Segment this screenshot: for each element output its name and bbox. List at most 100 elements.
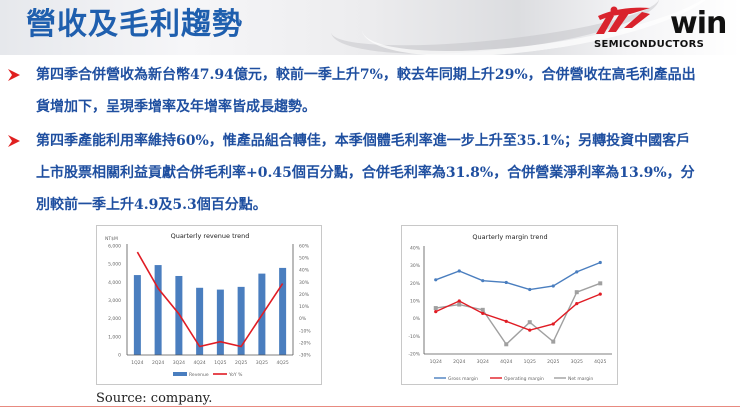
x-tick-label: 4Q24: [194, 360, 206, 366]
data-marker: [434, 310, 438, 314]
data-marker: [598, 281, 603, 286]
x-tick-label: 1Q24: [430, 359, 442, 365]
bullet-text-line: 第四季產能利用率維持60%，惟產品組合轉佳，本季個體毛利率進一步上升至35.1%…: [36, 133, 691, 149]
data-marker: [574, 290, 579, 295]
data-marker: [598, 292, 602, 296]
data-marker: [457, 302, 462, 307]
x-tick-label: 3Q24: [477, 359, 489, 365]
x-tick-label: 3Q25: [256, 360, 268, 366]
gross-margin-line: [435, 261, 601, 291]
data-marker: [504, 280, 508, 285]
x-tick-label: 2Q25: [235, 360, 247, 366]
y2-tick-label: 40%: [299, 268, 310, 274]
revenue-bar: [175, 275, 183, 355]
bullet-text-line: 第四季合併營收為新台幣47.94億元，較前一季上升7%，較去年同期上升29%，合…: [36, 67, 696, 83]
data-marker: [481, 311, 485, 315]
data-marker: [481, 279, 485, 283]
chart-title: Quarterly revenue trend: [171, 232, 250, 240]
y2-tick-label: -20%: [299, 340, 311, 346]
bullet-text-line: 貨增加下，呈現季增率及年增率皆成長趨勢。: [36, 99, 316, 115]
x-tick-label: 2Q24: [453, 359, 465, 365]
page-title: 營收及毛利趨勢: [26, 7, 243, 42]
data-marker: [504, 319, 508, 323]
data-marker: [433, 306, 438, 311]
y-tick-label: 6,000: [108, 244, 121, 250]
y-tick-label: 20%: [410, 281, 421, 287]
x-tick-label: 1Q24: [131, 360, 143, 366]
slide-header: 營收及毛利趨勢 win SEMICONDUCTORS: [0, 0, 740, 55]
y2-tick-label: 30%: [299, 280, 310, 286]
revenue-bar: [237, 286, 245, 355]
revenue-bar: [133, 275, 141, 355]
revenue-bar: [196, 287, 204, 355]
revenue-bar: [154, 265, 162, 355]
operating-margin-line: [435, 293, 601, 331]
y-tick-label: 0: [118, 353, 121, 359]
data-marker: [504, 342, 509, 347]
y-tick-label: 10%: [410, 299, 421, 305]
y-tick-label: -20%: [408, 352, 420, 358]
legend-revenue-label: Revenue: [189, 372, 209, 378]
data-marker: [528, 328, 532, 332]
data-marker: [551, 339, 556, 344]
data-marker: [551, 322, 555, 326]
legend-revenue-swatch: [173, 372, 187, 376]
y2-tick-label: -10%: [299, 328, 311, 334]
y2-tick-label: 10%: [299, 304, 310, 310]
data-marker: [434, 278, 438, 282]
logo-subtitle: SEMICONDUCTORS: [594, 39, 705, 50]
legend-label: Net margin: [568, 376, 593, 382]
bottom-divider: [0, 406, 740, 407]
x-tick-label: 4Q24: [500, 359, 512, 365]
chart-title: Quarterly margin trend: [472, 233, 547, 241]
y-axis-unit-label: NT$M: [105, 236, 118, 242]
y-tick-label: 30%: [410, 263, 421, 269]
x-tick-label: 4Q25: [277, 360, 289, 366]
data-marker: [598, 260, 602, 265]
y-tick-label: 5,000: [108, 262, 121, 268]
net-margin-line: [435, 282, 601, 346]
bullet-item: 第四季產能利用率維持60%，惟產品組合轉佳，本季個體毛利率進一步上升至35.1%…: [0, 128, 740, 218]
source-note: Source: company.: [96, 391, 213, 406]
margin-chart-canvas: Quarterly margin trend 40% 30% 20% 10% 0% -10%…: [408, 233, 612, 382]
y-tick-label: 2,000: [108, 316, 121, 322]
y2-tick-label: 0%: [299, 316, 307, 322]
runner-logo-icon: [596, 6, 650, 34]
arrowhead-bullet-icon: [8, 135, 20, 147]
y2-tick-label: -30%: [299, 353, 311, 359]
revenue-chart: Quarterly revenue trend NT$M 6,000 5,000 4,0…: [96, 225, 322, 385]
x-tick-label: 1Q25: [214, 360, 226, 366]
yoy-line: [136, 251, 284, 348]
y2-tick-label: 50%: [299, 256, 310, 262]
bullet-text-line: 別較前一季上升4.9及5.3個百分點。: [36, 197, 267, 213]
data-marker: [527, 320, 532, 325]
revenue-bar: [216, 289, 224, 355]
revenue-bar: [279, 267, 287, 355]
data-marker: [457, 269, 461, 273]
y-tick-label: 1,000: [108, 334, 121, 340]
bullet-item: 第四季合併營收為新台幣47.94億元，較前一季上升7%，較去年同期上升29%，合…: [0, 62, 740, 120]
company-logo: win SEMICONDUCTORS: [590, 4, 740, 52]
bullet-text-line: 上市股票相關利益貢獻合併毛利率+0.45個百分點，合併毛利率為31.8%，合併營…: [36, 165, 695, 181]
data-marker: [457, 299, 461, 303]
data-marker: [528, 287, 532, 292]
bullet-list: 第四季合併營收為新台幣47.94億元，較前一季上升7%，較去年同期上升29%，合…: [0, 62, 740, 226]
y2-tick-label: 60%: [299, 244, 310, 250]
x-tick-label: 1Q25: [524, 359, 536, 365]
arrowhead-bullet-icon: [8, 69, 20, 81]
legend-yoy-label: YoY %: [228, 372, 243, 378]
x-tick-label: 4Q25: [594, 359, 606, 365]
x-tick-label: 2Q25: [547, 359, 559, 365]
data-marker: [480, 307, 485, 312]
data-marker: [551, 284, 555, 288]
legend-label: Operating margin: [504, 376, 544, 382]
x-tick-label: 3Q25: [571, 359, 583, 365]
data-marker: [575, 302, 579, 306]
y-tick-label: 4,000: [108, 280, 121, 286]
margin-chart: Quarterly margin trend 40% 30% 20% 10% 0% -10%…: [401, 225, 618, 385]
y2-tick-label: 20%: [299, 292, 310, 298]
y-tick-label: 3,000: [108, 298, 121, 304]
x-tick-label: 2Q24: [152, 360, 164, 366]
y-tick-label: -10%: [408, 334, 420, 340]
data-marker: [575, 270, 579, 274]
